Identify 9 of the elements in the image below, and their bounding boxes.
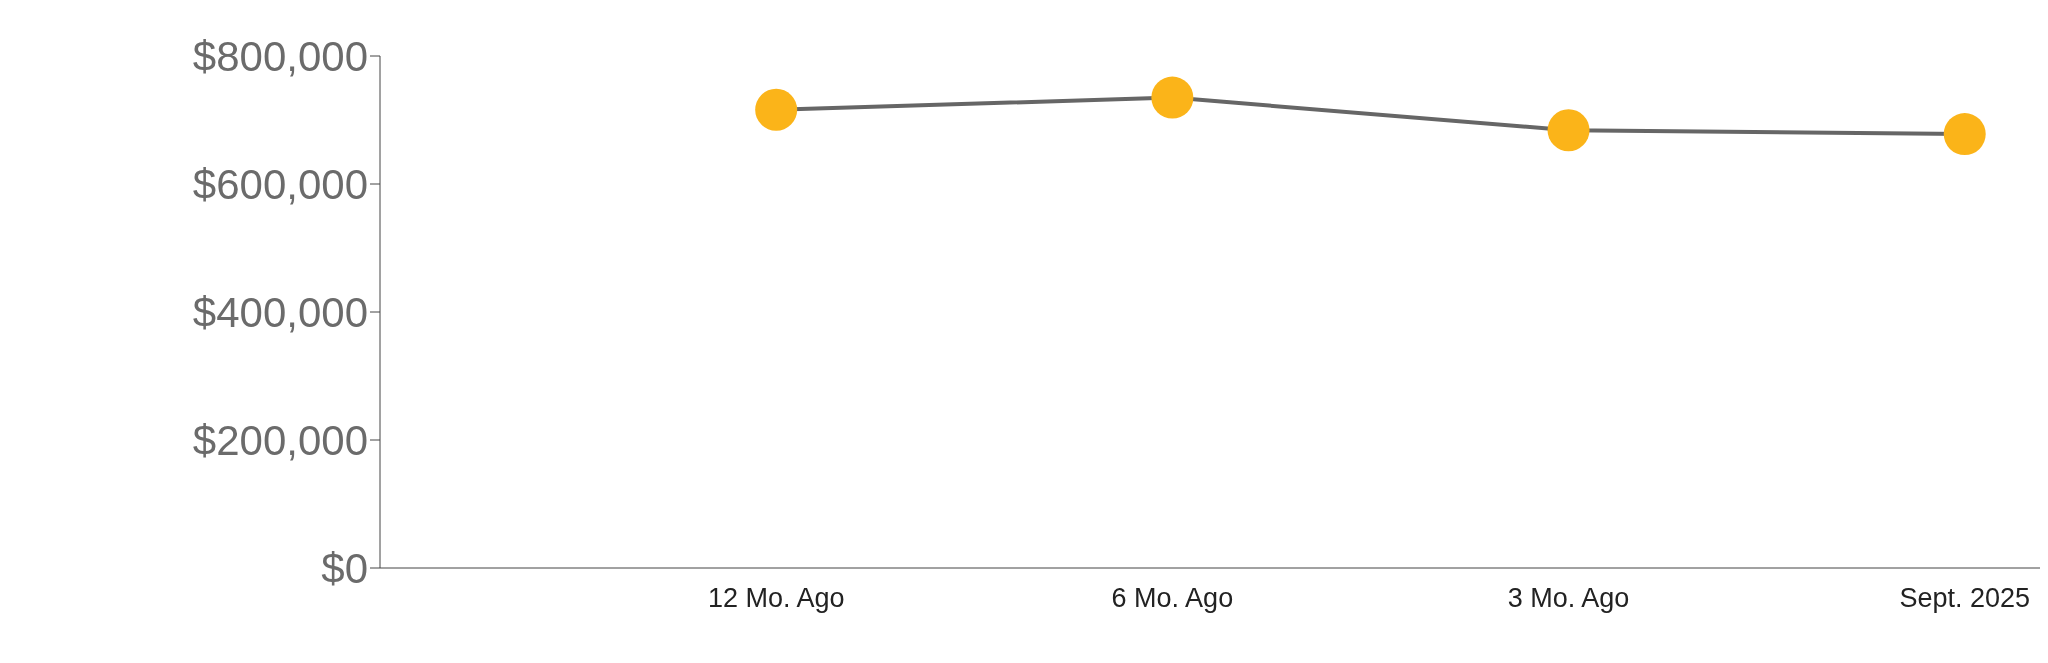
x-tick-label: Sept. 2025 bbox=[1899, 583, 2031, 614]
y-tick-label: $600,000 bbox=[192, 160, 368, 208]
x-tick-label: 3 Mo. Ago bbox=[1507, 583, 1630, 614]
y-tick-label: $400,000 bbox=[192, 288, 368, 336]
x-tick-label: 6 Mo. Ago bbox=[1111, 583, 1234, 614]
y-tick-label: $0 bbox=[321, 544, 368, 592]
y-tick-label: $800,000 bbox=[192, 32, 368, 80]
x-tick-label: 12 Mo. Ago bbox=[707, 583, 845, 614]
y-tick-label: $200,000 bbox=[192, 416, 368, 464]
